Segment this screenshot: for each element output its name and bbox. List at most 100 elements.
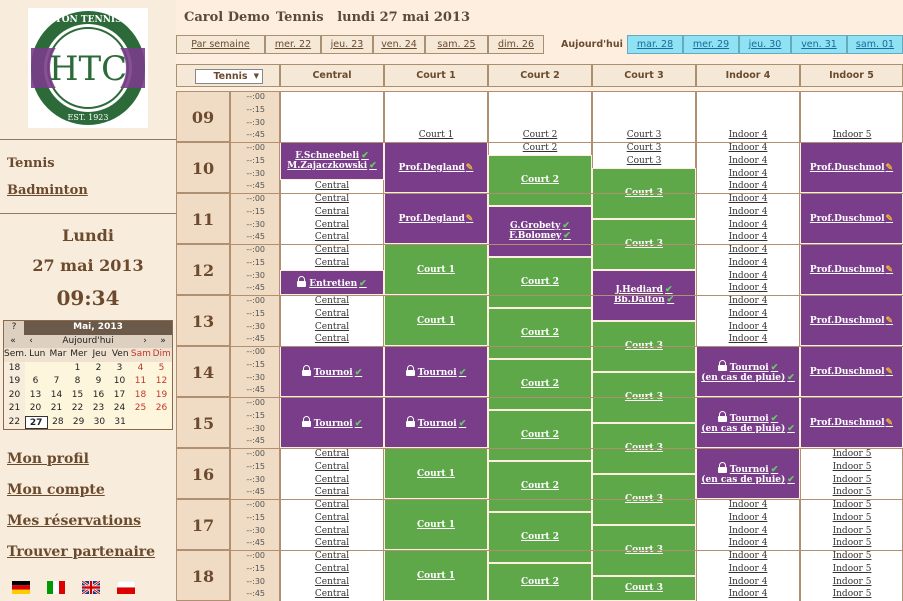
free-slot-link[interactable]: Indoor 5 [832,449,872,459]
calendar-day[interactable]: 25 [130,402,151,416]
calendar-today-button[interactable]: Aujourd'hui [62,335,114,346]
free-slot-link[interactable]: Indoor 4 [728,576,768,587]
free-slot-link[interactable]: Indoor 4 [728,551,768,561]
free-block[interactable]: Court 1 [384,550,488,601]
free-block[interactable]: Court 1 [384,295,488,346]
free-block[interactable]: Court 1 [384,448,488,499]
booking-label[interactable]: Tournoi ✔ [717,462,778,475]
booking-label[interactable]: (en cas de pluie) ✔ [701,475,795,485]
free-block[interactable]: Court 2 [488,256,592,308]
day-tab-past[interactable]: jeu. 23 [321,35,373,54]
free-slot-link[interactable]: Central [314,334,350,345]
booking-label[interactable]: Prof.Duschmol✎ [810,163,893,173]
booking-block[interactable]: G.Grobety ✔ F.Bolomey ✔ [488,205,592,257]
calendar-day[interactable]: 21 [46,402,67,416]
free-slot-link[interactable]: Central [314,589,350,600]
free-slot-link[interactable]: Court 2 [522,130,558,141]
booking-label[interactable]: Court 2 [521,277,559,287]
booking-label[interactable]: Tournoi ✔ [405,416,466,429]
booking-label[interactable]: Court 2 [521,379,559,389]
booking-label[interactable]: M.Zajaczkowski ✔ [287,161,376,171]
free-slot-link[interactable]: Indoor 5 [832,512,872,523]
my-account-link[interactable]: Mon compte [7,482,105,498]
calendar-day[interactable]: 31 [109,415,131,429]
booking-block[interactable]: Prof.Degland✎ [384,142,488,193]
free-slot-link[interactable]: Central [314,538,350,549]
day-tab-future[interactable]: mar. 28 [627,35,683,54]
calendar-day[interactable]: 13 [25,388,46,402]
calendar-day[interactable]: 24 [109,402,130,416]
polish-flag-icon[interactable] [116,579,136,594]
free-slot-link[interactable]: Indoor 5 [832,474,872,485]
booking-label[interactable]: Court 2 [521,328,559,338]
free-slot-link[interactable]: Court 1 [418,130,454,141]
free-slot-link[interactable]: Indoor 5 [832,538,872,549]
free-slot-link[interactable]: Indoor 4 [728,334,768,345]
calendar-day[interactable]: 27 [24,415,48,429]
booking-block[interactable]: Prof.Duschmol✎ [800,142,903,193]
free-slot-link[interactable]: Indoor 4 [728,538,768,549]
booking-block[interactable]: Tournoi ✔ (en cas de pluie) ✔ [696,448,800,499]
my-reservations-link[interactable]: Mes réservations [7,513,141,529]
free-slot-link[interactable]: Indoor 4 [728,321,768,332]
booking-block[interactable]: Prof.Duschmol✎ [800,397,903,448]
booking-label[interactable]: Bb.Dalton ✔ [614,295,674,305]
free-slot-link[interactable]: Indoor 4 [728,181,768,192]
free-block[interactable]: Court 3 [592,575,696,601]
free-slot-link[interactable]: Indoor 5 [832,487,872,498]
free-slot-link[interactable]: Court 3 [626,130,662,141]
free-slot-link[interactable]: Indoor 4 [728,525,768,536]
free-slot-link[interactable]: Central [314,245,350,255]
free-slot-link[interactable]: Central [314,181,350,192]
booking-label[interactable]: Entretien ✔ [297,275,367,289]
calendar-help-button[interactable]: ? [4,321,24,335]
booking-label[interactable]: Court 1 [417,571,455,581]
free-slot-link[interactable]: Indoor 4 [728,257,768,268]
free-slot-link[interactable]: Indoor 4 [728,296,768,306]
calendar-day[interactable]: 4 [130,361,151,375]
free-slot-link[interactable]: Indoor 4 [728,512,768,523]
free-slot-link[interactable]: Indoor 4 [728,245,768,255]
free-slot-link[interactable]: Indoor 4 [728,270,768,281]
free-block[interactable]: Court 2 [488,358,592,410]
free-slot-link[interactable]: Indoor 5 [832,551,872,561]
sport-select[interactable]: Tennis ▼ [195,69,263,84]
booking-label[interactable]: (en cas de pluie) ✔ [701,373,795,383]
free-slot-link[interactable]: Central [314,219,350,230]
booking-block[interactable]: Entretien ✔ [280,269,384,295]
german-flag-icon[interactable] [12,579,30,594]
find-partner-link[interactable]: Trouver partenaire [7,544,156,560]
booking-label[interactable]: Court 2 [521,481,559,491]
booking-label[interactable]: Prof.Degland✎ [399,163,474,173]
booking-block[interactable]: F.Schneebeli ✔ M.Zajaczkowski ✔ [280,142,384,181]
free-block[interactable]: Court 2 [488,562,592,601]
calendar-day[interactable]: 9 [88,375,109,389]
free-slot-link[interactable]: Central [314,512,350,523]
calendar-day[interactable]: 19 [151,388,172,402]
booking-block[interactable]: Tournoi ✔ [280,346,384,397]
calendar-day[interactable]: 26 [151,402,172,416]
free-block[interactable]: Court 2 [488,307,592,359]
free-slot-link[interactable]: Court 3 [626,155,662,166]
booking-label[interactable]: Prof.Duschmol✎ [810,265,893,275]
day-tab-past[interactable]: sam. 25 [425,35,488,54]
uk-flag-icon[interactable] [81,579,101,596]
free-slot-link[interactable]: Central [314,563,350,574]
calendar-day[interactable]: 7 [46,375,67,389]
prev-month-button[interactable]: ‹ [29,335,33,346]
free-slot-link[interactable]: Central [314,525,350,536]
free-slot-link[interactable]: Indoor 4 [728,168,768,179]
free-slot-link[interactable]: Indoor 4 [728,206,768,217]
free-slot-link[interactable]: Central [314,576,350,587]
week-view-button[interactable]: Par semaine [176,35,265,54]
free-block[interactable]: Court 2 [488,460,592,512]
calendar-day[interactable]: 29 [68,415,89,429]
free-slot-link[interactable]: Indoor 4 [728,130,768,141]
next-month-button[interactable]: › [143,335,147,346]
booking-block[interactable]: Tournoi ✔ [384,346,488,397]
free-slot-link[interactable]: Central [314,206,350,217]
free-block[interactable]: Court 1 [384,244,488,295]
free-slot-link[interactable]: Central [314,308,350,319]
booking-label[interactable]: Prof.Duschmol✎ [810,418,893,428]
free-slot-link[interactable]: Indoor 5 [832,576,872,587]
